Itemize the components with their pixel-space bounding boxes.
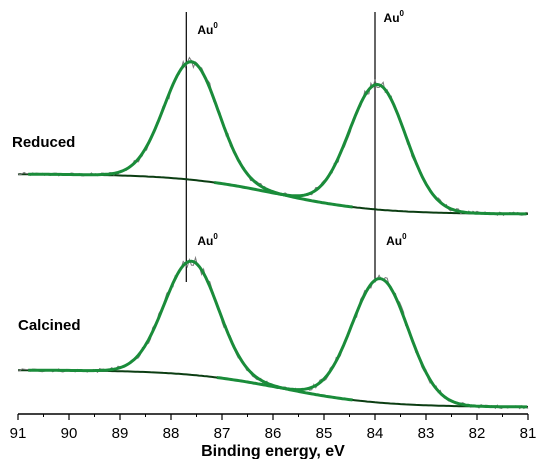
x-tick-label: 89 (112, 425, 129, 442)
peak-label-text: Au (384, 11, 400, 25)
x-tick-label: 86 (265, 425, 282, 442)
peak-label-text: Au (197, 234, 213, 248)
peak-label-text: Au (386, 234, 402, 248)
x-tick-label: 87 (214, 425, 231, 442)
spectrum-label: Calcined (18, 317, 81, 334)
x-tick-label: 90 (61, 425, 78, 442)
peak-label: Au0 (384, 9, 405, 25)
x-tick-label: 83 (418, 425, 435, 442)
peak-label: Au0 (197, 21, 218, 37)
x-tick-label: 85 (316, 425, 333, 442)
x-axis-title: Binding energy, eV (201, 443, 345, 459)
peak-label-superscript: 0 (213, 232, 218, 241)
x-tick-label: 88 (163, 425, 180, 442)
fitted-peak (216, 277, 527, 409)
x-tick-label: 81 (520, 425, 537, 442)
x-axis: 91 90 89 88 87 86 85 84 83 82 81 (10, 413, 537, 442)
peak-label: Au0 (386, 232, 407, 248)
fitted-peak (214, 82, 527, 216)
x-tick-label: 91 (10, 425, 27, 442)
fitted-peak (28, 60, 353, 209)
peak-label: Au0 (197, 232, 218, 248)
fitted-peak (28, 259, 353, 402)
peak-label-superscript: 0 (213, 21, 218, 30)
x-tick-label: 84 (367, 425, 384, 442)
peak-label-text: Au (197, 23, 213, 37)
peak-label-superscript: 0 (402, 232, 407, 241)
peak-label-superscript: 0 (400, 9, 405, 18)
x-tick-label: 82 (469, 425, 486, 442)
spectrum-label: Reduced (12, 134, 75, 151)
